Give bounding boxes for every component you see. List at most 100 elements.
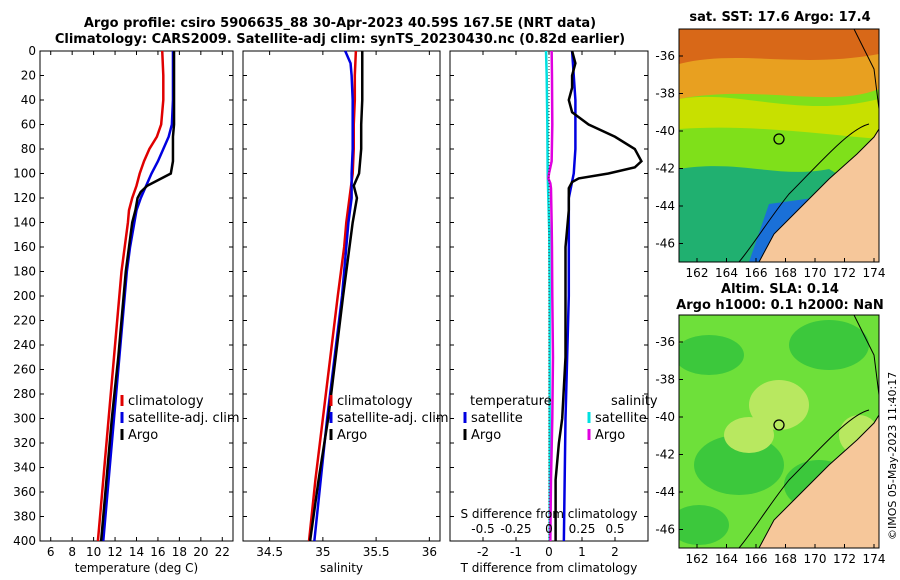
- series-line-argo: [308, 51, 364, 542]
- x-tick-label: 0: [545, 545, 553, 559]
- shelf-contour: [738, 123, 870, 262]
- x-tick-label: 8: [68, 545, 76, 559]
- lon-tick-label: 162: [686, 552, 709, 566]
- lat-tick-label: -40: [655, 410, 675, 424]
- lon-tick-label: 168: [774, 552, 797, 566]
- series-line-argo: [99, 51, 176, 542]
- y-tick-label: 60: [21, 118, 36, 132]
- series-line-climatology: [307, 50, 358, 542]
- lat-tick-label: -36: [655, 49, 675, 63]
- lat-tick-label: -44: [655, 485, 675, 499]
- legend-title-salinity: salinity: [611, 394, 658, 409]
- x-axis-label: temperature (deg C): [75, 561, 198, 575]
- argo-float-marker: [773, 133, 785, 145]
- legend-entry-label: satellite: [471, 411, 523, 426]
- lon-tick-label: 174: [863, 552, 886, 566]
- y-tick-label: 340: [13, 461, 36, 475]
- lon-tick-label: 166: [745, 266, 768, 280]
- y-tick-label: 240: [13, 338, 36, 352]
- yellow-band: [679, 96, 879, 139]
- x-tick-label: 1: [578, 545, 586, 559]
- y-tick-label: 380: [13, 510, 36, 524]
- legend-entry-label: climatology: [337, 394, 413, 409]
- x-tick-label: 16: [150, 545, 165, 559]
- sla-map-title-1: Altim. SLA: 0.14: [721, 282, 839, 297]
- x-axis-label-salinity: S difference from climatology: [461, 507, 638, 521]
- title-line-1: Argo profile: csiro 5906635_88 30-Apr-20…: [83, 16, 597, 31]
- lon-tick-label: 174: [863, 266, 886, 280]
- sst-frame: [678, 28, 880, 263]
- sst-map: [678, 28, 880, 263]
- north-coast-line: [853, 29, 879, 110]
- legend-entry-label: Argo: [471, 428, 501, 443]
- lon-tick-label: 172: [833, 552, 856, 566]
- series-line-t-argo: [554, 50, 643, 541]
- y-tick-label: 20: [21, 69, 36, 83]
- y-tick-label: 200: [13, 289, 36, 303]
- sla-blob-4: [679, 505, 729, 545]
- y-tick-label: 300: [13, 412, 36, 426]
- y-tick-label: 40: [21, 93, 36, 107]
- x-tick-label: 35: [315, 545, 330, 559]
- y-tick-label: 280: [13, 387, 36, 401]
- x-tick-label: 14: [129, 545, 144, 559]
- x-tick-label: 34.5: [256, 545, 283, 559]
- y-tick-label: 360: [13, 485, 36, 499]
- lat-tick-label: -46: [655, 523, 675, 537]
- sla-light-blob-0: [749, 380, 809, 430]
- lon-tick-label: 166: [745, 552, 768, 566]
- y-tick-label: 260: [13, 363, 36, 377]
- lat-tick-label: -42: [655, 162, 675, 176]
- sla-blob-0: [679, 335, 744, 375]
- lon-tick-label: 170: [804, 552, 827, 566]
- south-island-land: [758, 128, 879, 262]
- legend-entry-label: satellite: [595, 411, 647, 426]
- x-tick-label: 10: [86, 545, 101, 559]
- legend-entry-label: Argo: [128, 428, 158, 443]
- sla-blob-1: [789, 320, 869, 370]
- x-tick-label-salinity: -0.25: [500, 522, 531, 536]
- y-tick-label: 120: [13, 191, 36, 205]
- x-tick-label: 35.5: [363, 545, 390, 559]
- x-axis-label: salinity: [320, 561, 363, 575]
- y-tick-label: 100: [13, 167, 36, 181]
- x-tick-label: 6: [47, 545, 55, 559]
- legend-entry-label: satellite-adj. clim: [337, 411, 449, 426]
- x-tick-label: 20: [193, 545, 208, 559]
- x-axis-label: T difference from climatology: [460, 561, 638, 575]
- panel-frame-1: [39, 50, 234, 542]
- x-tick-label: 2: [611, 545, 619, 559]
- x-tick-label-salinity: -0.5: [471, 522, 494, 536]
- legend-entry-label: climatology: [128, 394, 204, 409]
- lat-tick-label: -38: [655, 87, 675, 101]
- sla-map-title-2: Argo h1000: 0.1 h2000: NaN: [676, 298, 884, 313]
- sla-plot: [679, 315, 879, 548]
- sla-light-blob-1: [724, 417, 774, 453]
- lon-tick-label: 164: [715, 266, 738, 280]
- lon-tick-label: 162: [686, 266, 709, 280]
- y-tick-label: 160: [13, 240, 36, 254]
- y-tick-label: 220: [13, 314, 36, 328]
- y-tick-label: 0: [28, 44, 36, 58]
- x-tick-label-salinity: 0.5: [605, 522, 624, 536]
- series-line-s-argo: [547, 50, 555, 542]
- x-tick-label: 18: [172, 545, 187, 559]
- legend-entry-label: satellite-adj. clim: [128, 411, 240, 426]
- legend-entry-label: Argo: [337, 428, 367, 443]
- y-tick-label: 180: [13, 265, 36, 279]
- x-tick-label: 12: [107, 545, 122, 559]
- lon-tick-label: 172: [833, 266, 856, 280]
- lon-tick-label: 164: [715, 552, 738, 566]
- lon-tick-label: 170: [804, 266, 827, 280]
- argo-float-marker: [773, 419, 785, 431]
- lat-tick-label: -40: [655, 124, 675, 138]
- lat-tick-label: -42: [655, 448, 675, 462]
- x-tick-label-salinity: 0: [545, 522, 553, 536]
- series-line-climatology: [96, 50, 165, 542]
- x-tick-label: 22: [215, 545, 230, 559]
- x-tick-label: 36: [422, 545, 437, 559]
- south-island-land: [758, 414, 879, 548]
- lat-tick-label: -46: [655, 237, 675, 251]
- hot-water: [679, 29, 879, 64]
- lat-tick-label: -44: [655, 199, 675, 213]
